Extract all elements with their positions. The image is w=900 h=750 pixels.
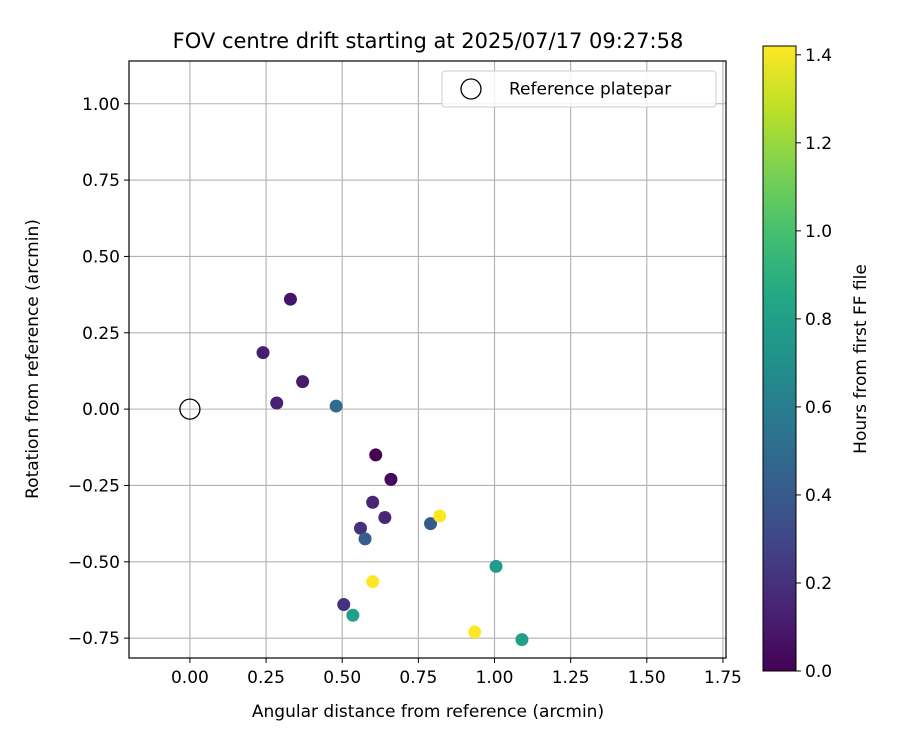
x-tick-label: 1.75 [704, 668, 742, 688]
data-point [337, 598, 351, 612]
colorbar-tick-label: 0.8 [805, 310, 832, 330]
colorbar-tick-label: 1.2 [805, 134, 832, 154]
colorbar-tick-label: 1.4 [805, 46, 832, 66]
chart-title: FOV centre drift starting at 2025/07/17 … [173, 29, 684, 53]
colorbar-tick-label: 0.4 [805, 486, 832, 506]
data-point [369, 448, 383, 462]
x-tick-label: 0.50 [323, 668, 361, 688]
grid-lines [129, 61, 726, 658]
data-point [468, 625, 482, 639]
data-point [366, 495, 380, 509]
legend-reference-icon [460, 78, 482, 100]
colorbar-label: Hours from first FF file [851, 264, 871, 454]
legend: Reference platepar [441, 70, 717, 108]
data-point [346, 608, 360, 622]
data-point [384, 472, 398, 486]
x-tick-label: 0.25 [247, 668, 285, 688]
data-point [424, 517, 438, 531]
x-tick-label: 1.00 [476, 668, 514, 688]
data-point [329, 399, 343, 413]
reference-point [179, 398, 201, 420]
x-tick-label: 0.75 [399, 668, 437, 688]
x-axis-ticks: 0.00 0.25 0.50 0.75 1.00 1.25 1.50 1.75 [171, 658, 742, 688]
y-tick-label: 0.25 [82, 324, 120, 344]
x-axis-label: Angular distance from reference (arcmin) [252, 702, 604, 722]
plot-frame [128, 60, 727, 659]
x-tick-label: 1.25 [552, 668, 590, 688]
y-tick-label: 0.50 [82, 247, 120, 267]
data-point [378, 511, 392, 525]
data-point [270, 396, 284, 410]
y-tick-label: −0.50 [68, 553, 120, 573]
reference-marker [179, 398, 201, 420]
data-point [353, 521, 367, 535]
data-point [366, 575, 380, 589]
colorbar-ticks: 0.0 0.2 0.4 0.6 0.8 1.0 1.2 1.4 [796, 46, 832, 682]
y-tick-label: 0.75 [82, 171, 120, 191]
colorbar-tick-label: 0.6 [805, 398, 832, 418]
y-tick-label: −0.75 [68, 629, 120, 649]
colorbar-tick-label: 0.2 [805, 574, 832, 594]
colorbar-tick-label: 1.0 [805, 222, 832, 242]
colorbar-tick-label: 0.0 [805, 662, 832, 682]
data-point [433, 509, 447, 523]
data-point [489, 559, 503, 573]
y-tick-label: 0.00 [82, 400, 120, 420]
x-tick-label: 0.00 [171, 668, 209, 688]
data-point [256, 346, 270, 360]
colorbar [762, 45, 797, 672]
y-axis-ticks: −0.75 −0.50 −0.25 0.00 0.25 0.50 0.75 1.00 [68, 95, 129, 649]
y-axis-label: Rotation from reference (arcmin) [23, 219, 43, 499]
data-point [296, 375, 310, 389]
data-point [515, 633, 529, 647]
y-tick-label: −0.25 [68, 476, 120, 496]
legend-box [441, 70, 717, 108]
data-point [358, 532, 372, 546]
data-point [283, 292, 297, 306]
data-points [256, 292, 529, 647]
y-tick-label: 1.00 [82, 95, 120, 115]
x-tick-label: 1.50 [628, 668, 666, 688]
legend-label: Reference platepar [509, 80, 671, 100]
